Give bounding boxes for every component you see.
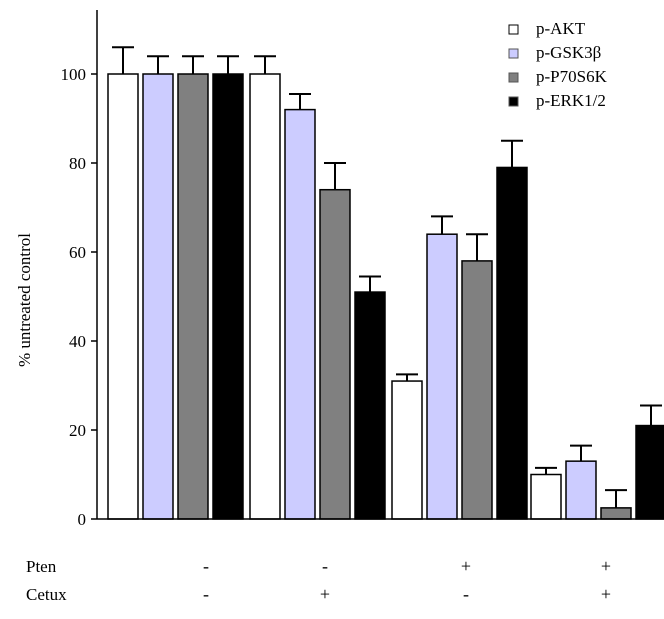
condition-value: +	[461, 556, 471, 576]
condition-value: -	[203, 584, 209, 604]
bar-p-p70s6k-group-2	[319, 188, 351, 520]
condition-value: -	[463, 584, 469, 604]
condition-value: -	[203, 556, 209, 576]
y-tick-label: 20	[69, 421, 86, 440]
bar-p-gsk3--group-2	[284, 108, 316, 520]
y-tick-label: 40	[69, 332, 86, 351]
condition-label: Pten	[26, 557, 57, 576]
legend-swatch	[508, 96, 519, 107]
condition-value: +	[320, 584, 330, 604]
legend-label: p-ERK1/2	[536, 91, 606, 110]
y-axis-label: % untreated control	[15, 233, 34, 367]
bar-p-erk1-2-group-1	[212, 73, 244, 520]
condition-value: +	[601, 556, 611, 576]
bar-p-p70s6k-group-3	[461, 260, 493, 520]
legend-swatch	[508, 72, 519, 83]
bar-p-erk1-2-group-3	[496, 166, 528, 520]
bar-p-akt-group-2	[249, 73, 281, 520]
bar-p-akt-group-1	[107, 73, 139, 520]
condition-value: -	[322, 556, 328, 576]
legend-swatch	[508, 24, 519, 35]
legend-label: p-P70S6K	[536, 67, 608, 86]
bar-p-p70s6k-group-4	[600, 507, 632, 520]
condition-table: Pten - - + + Cetux - + - +	[26, 556, 611, 604]
error-bars-layer	[112, 46, 662, 508]
axes	[96, 10, 664, 520]
bar-p-erk1-2-group-2	[354, 291, 386, 520]
bars-layer	[107, 73, 664, 520]
y-tick-label: 0	[78, 510, 87, 529]
bar-p-gsk3--group-3	[426, 233, 458, 520]
condition-value: +	[601, 584, 611, 604]
bar-p-akt-group-3	[391, 380, 423, 520]
y-tick-label: 80	[69, 154, 86, 173]
y-ticks: 0 20 40 60 80 100	[61, 65, 97, 529]
y-tick-label: 60	[69, 243, 86, 262]
bar-p-akt-group-4	[530, 473, 562, 520]
bar-p-p70s6k-group-1	[177, 73, 209, 520]
legend-label: p-AKT	[536, 19, 586, 38]
legend-swatch	[508, 48, 519, 59]
legend: p-AKT p-GSK3β p-P70S6K p-ERK1/2	[508, 19, 608, 110]
bar-p-gsk3--group-1	[142, 73, 174, 520]
bar-p-gsk3--group-4	[565, 460, 597, 520]
y-tick-label: 100	[61, 65, 87, 84]
legend-label: p-GSK3β	[536, 43, 601, 62]
condition-label: Cetux	[26, 585, 67, 604]
bar-p-erk1-2-group-4	[635, 424, 664, 520]
